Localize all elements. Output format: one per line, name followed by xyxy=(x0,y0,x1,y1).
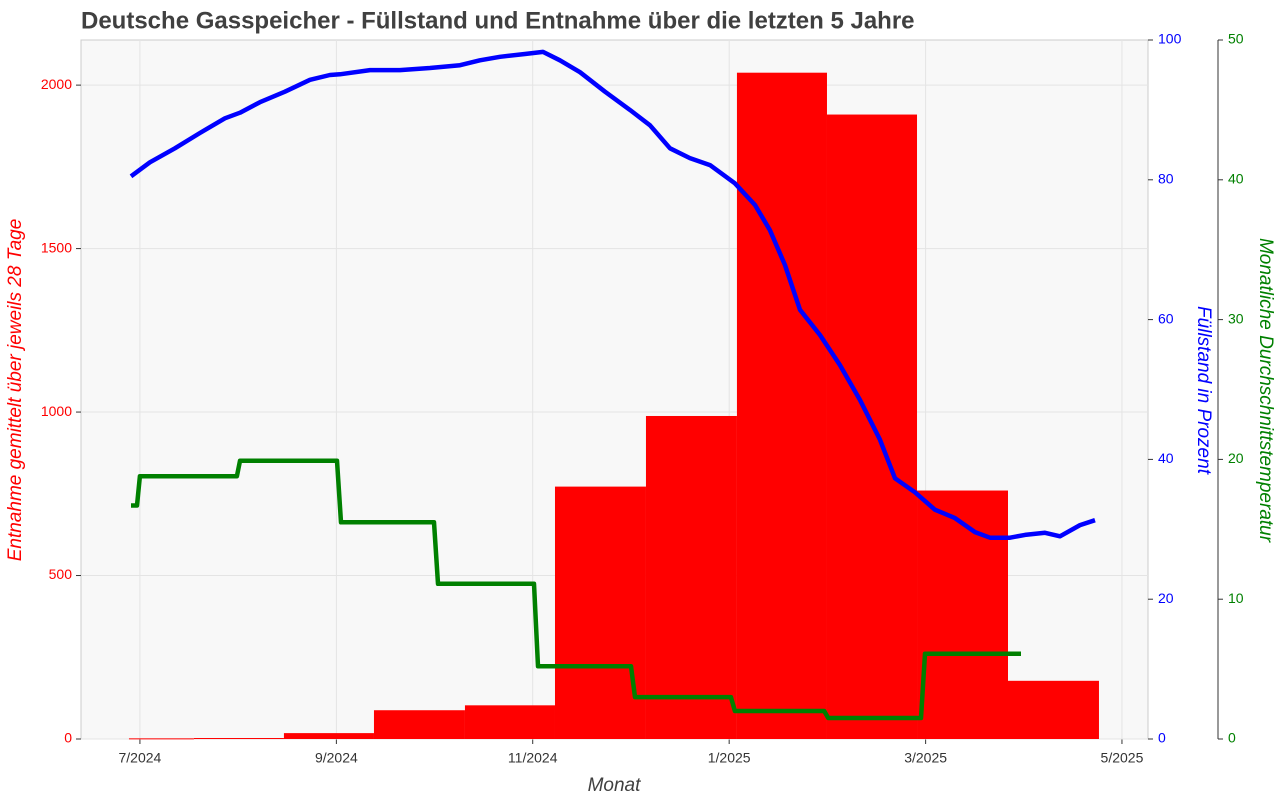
y3-axis-label: Monatliche Durchschnittstemperatur xyxy=(1255,238,1276,543)
y-tick-label: 0 xyxy=(64,730,72,746)
y2-axis-label: Füllstand in Prozent xyxy=(1193,306,1214,475)
chart-title: Deutsche Gasspeicher - Füllstand und Ent… xyxy=(81,7,915,34)
x-tick-label: 1/2025 xyxy=(708,750,751,766)
y-tick-label: 1000 xyxy=(41,403,72,419)
x-tick-label: 7/2024 xyxy=(119,750,162,766)
x-tick-label: 9/2024 xyxy=(315,750,358,766)
y3-tick-label: 0 xyxy=(1228,730,1236,746)
bar xyxy=(283,733,374,739)
y2-tick-label: 20 xyxy=(1158,590,1174,606)
y2-tick-label: 60 xyxy=(1158,310,1174,326)
bar xyxy=(736,72,827,740)
x-tick-label: 11/2024 xyxy=(508,750,558,766)
bar xyxy=(373,710,465,739)
y3-tick-label: 40 xyxy=(1228,171,1244,187)
x-tick-label: 3/2025 xyxy=(904,750,947,766)
bar xyxy=(645,415,737,739)
y-axis-label: Entnahme gemittelt über jeweils 28 Tage xyxy=(5,219,26,562)
y3-tick-label: 30 xyxy=(1228,310,1244,326)
x-tick-label: 5/2025 xyxy=(1101,750,1144,766)
y-tick-label: 500 xyxy=(49,566,73,582)
bar xyxy=(464,705,555,739)
bar xyxy=(128,738,194,740)
y2-tick-label: 100 xyxy=(1158,31,1182,47)
y2-tick-label: 80 xyxy=(1158,171,1174,187)
x-axis-label: Monat xyxy=(588,775,642,796)
y3-tick-label: 20 xyxy=(1228,450,1244,466)
bar xyxy=(917,490,1008,739)
bar xyxy=(1007,680,1099,739)
y3-tick-label: 50 xyxy=(1228,31,1244,47)
y2-tick-label: 0 xyxy=(1158,730,1166,746)
y-tick-label: 2000 xyxy=(41,76,72,92)
y3-tick-label: 10 xyxy=(1228,590,1244,606)
bar xyxy=(193,738,284,740)
line xyxy=(129,49,1096,540)
y2-tick-label: 40 xyxy=(1158,450,1174,466)
y-tick-label: 1500 xyxy=(41,239,72,255)
bar xyxy=(554,486,646,739)
line xyxy=(131,458,1021,721)
